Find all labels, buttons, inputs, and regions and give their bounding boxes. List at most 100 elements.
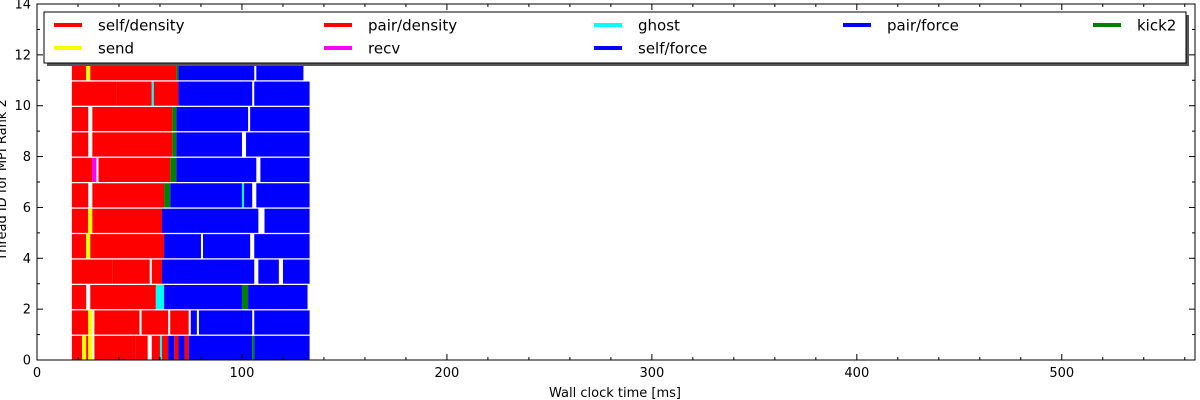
- x-tick-label-0: 0: [33, 366, 41, 381]
- task-bar-thread-6-0: [71, 183, 89, 208]
- task-bar-thread-9-2: [172, 106, 177, 132]
- task-bar-thread-6-3: [170, 183, 242, 208]
- task-bar-thread-3-4: [258, 259, 279, 284]
- y-tick-label-5: 10: [14, 99, 31, 114]
- task-bar-thread-0-13: [188, 335, 253, 360]
- task-bar-thread-0-2: [86, 335, 89, 360]
- task-bar-thread-6-1: [92, 183, 165, 208]
- task-bar-thread-7-5: [260, 157, 310, 182]
- task-bar-thread-7-4: [176, 157, 257, 182]
- task-bar-thread-5-4: [264, 208, 310, 233]
- y-axis-label: Thread ID for MPI Rank 2: [0, 99, 10, 261]
- task-bar-thread-10-4: [178, 81, 253, 106]
- x-axis-label: Wall clock time [ms]: [549, 386, 681, 400]
- task-bar-thread-1-6: [198, 310, 253, 335]
- legend-label-6: recv: [368, 40, 400, 58]
- task-bar-thread-1-1: [88, 310, 93, 335]
- task-bar-thread-1-2: [94, 310, 140, 335]
- y-tick-label-0: 0: [23, 354, 31, 369]
- task-bar-thread-6-5: [244, 183, 253, 208]
- task-bar-thread-0-15: [254, 335, 310, 360]
- task-bar-thread-2-6: [248, 284, 308, 310]
- x-tick-label-4: 400: [844, 366, 869, 381]
- task-bar-thread-7-0: [71, 157, 93, 182]
- task-bar-thread-0-11: [178, 335, 185, 360]
- task-bar-thread-9-3: [176, 106, 249, 132]
- task-bar-thread-0-5: [135, 335, 148, 360]
- task-bar-thread-8-3: [176, 132, 242, 157]
- task-bar-thread-9-1: [92, 106, 173, 132]
- task-bar-thread-3-0: [71, 259, 113, 284]
- task-bar-thread-0-7: [159, 335, 163, 360]
- legend-label-2: ghost: [638, 17, 680, 35]
- task-bar-thread-4-5: [254, 234, 310, 259]
- task-bar-thread-0-1: [82, 335, 87, 360]
- task-bar-thread-8-2: [172, 132, 177, 157]
- task-bar-thread-0-0: [71, 335, 83, 360]
- task-bar-thread-10-1: [116, 81, 152, 106]
- task-bar-thread-5-2: [92, 208, 163, 233]
- task-bar-thread-2-1: [90, 284, 156, 310]
- task-bar-thread-0-8: [162, 335, 169, 360]
- x-tick-label-3: 300: [639, 366, 664, 381]
- task-bar-thread-8-0: [71, 132, 89, 157]
- task-bar-thread-3-2: [151, 259, 163, 284]
- task-bar-thread-2-3: [159, 284, 165, 310]
- task-bar-thread-7-2: [98, 157, 171, 182]
- task-bar-thread-0-14: [252, 335, 255, 360]
- y-tick-label-4: 8: [23, 150, 31, 165]
- task-bar-thread-1-3: [141, 310, 169, 335]
- task-bar-thread-7-1: [92, 157, 97, 182]
- task-bar-thread-11-3: [176, 56, 179, 81]
- task-bar-thread-4-0: [71, 234, 87, 259]
- task-bar-thread-2-2: [155, 284, 160, 310]
- task-bar-thread-5-0: [71, 208, 89, 233]
- legend-label-3: pair/force: [887, 17, 959, 35]
- task-bar-thread-0-6: [151, 335, 160, 360]
- task-bar-thread-1-7: [254, 310, 310, 335]
- x-tick-label-1: 100: [230, 366, 255, 381]
- task-bar-thread-4-4: [203, 234, 251, 259]
- task-bar-thread-1-5: [190, 310, 197, 335]
- y-tick-label-1: 2: [23, 303, 31, 318]
- task-bar-thread-10-3: [153, 81, 179, 106]
- task-bar-thread-9-4: [250, 106, 310, 132]
- task-bar-thread-8-1: [92, 132, 173, 157]
- task-bar-thread-1-0: [71, 310, 89, 335]
- legend-box: [43, 11, 1187, 64]
- bars-layer: [71, 56, 310, 360]
- task-bar-thread-6-6: [256, 183, 310, 208]
- task-bar-thread-0-3: [88, 335, 93, 360]
- task-bar-thread-0-10: [174, 335, 179, 360]
- axes-layer: 0 100 200 300 400 500 0 2 4 6 8 10 12 14: [14, 0, 1196, 381]
- task-bar-thread-3-3: [162, 259, 255, 284]
- task-bar-thread-4-3: [164, 234, 201, 259]
- task-bar-thread-6-2: [164, 183, 171, 208]
- task-bar-thread-7-3: [170, 157, 177, 182]
- legend-label-4: kick2: [1137, 17, 1176, 35]
- x-tick-label-5: 500: [1049, 366, 1074, 381]
- task-bar-thread-1-4: [170, 310, 189, 335]
- task-bar-thread-3-5: [282, 259, 310, 284]
- task-bar-thread-9-0: [71, 106, 89, 132]
- legend-label-5: send: [98, 40, 134, 58]
- task-bar-thread-0-12: [184, 335, 189, 360]
- task-bar-thread-10-0: [71, 81, 117, 106]
- task-bar-thread-11-1: [86, 56, 91, 81]
- task-bar-thread-10-2: [151, 81, 154, 106]
- legend-label-7: self/force: [638, 40, 707, 58]
- y-tick-label-2: 4: [23, 252, 31, 267]
- x-tick-label-2: 200: [434, 366, 459, 381]
- legend-label-1: pair/density: [368, 17, 457, 35]
- task-bar-thread-6-4: [241, 183, 245, 208]
- task-bar-thread-5-3: [162, 208, 259, 233]
- task-bar-thread-8-4: [246, 132, 310, 157]
- task-bar-thread-4-2: [90, 234, 165, 259]
- y-tick-label-7: 14: [14, 0, 31, 13]
- task-bar-thread-3-1: [112, 259, 150, 284]
- task-bar-thread-2-5: [241, 284, 249, 310]
- task-bar-thread-4-1: [86, 234, 91, 259]
- task-bar-thread-2-0: [71, 284, 87, 310]
- task-bar-thread-0-9: [168, 335, 175, 360]
